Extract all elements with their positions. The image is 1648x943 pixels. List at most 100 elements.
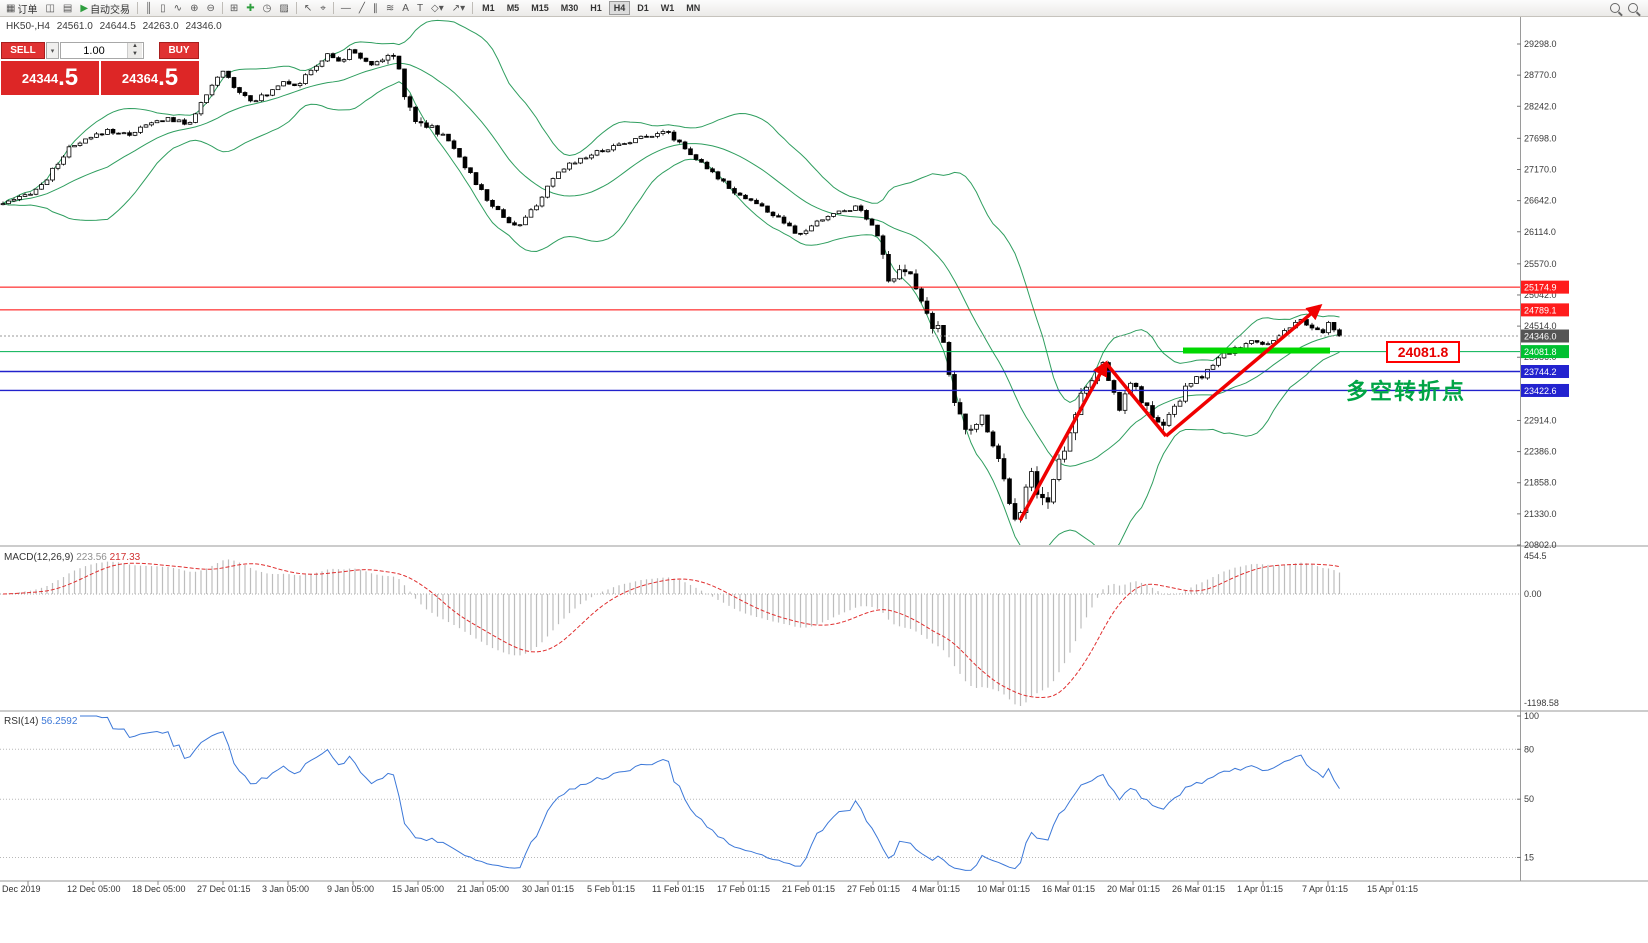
- svg-text:454.5: 454.5: [1524, 551, 1547, 561]
- tile-windows-icon: ⊞: [229, 2, 239, 14]
- svg-text:5 Feb 01:15: 5 Feb 01:15: [587, 884, 635, 894]
- symbol-ohlc-readout: HK50-,H4 24561.0 24644.5 24263.0 24346.0: [6, 21, 226, 32]
- svg-text:25042.0: 25042.0: [1524, 290, 1557, 300]
- timeframe-h4-button[interactable]: H4: [608, 1, 631, 15]
- svg-text:21 Jan 05:00: 21 Jan 05:00: [457, 884, 509, 894]
- svg-text:10 Mar 01:15: 10 Mar 01:15: [977, 884, 1030, 894]
- arrows-icon: ↗▾: [451, 2, 466, 14]
- toolbar-separator: [137, 2, 139, 14]
- hline-button[interactable]: —: [337, 0, 355, 17]
- magnifier-icon[interactable]: [1628, 3, 1638, 13]
- new-order-button[interactable]: ▦ 订单: [2, 0, 41, 17]
- fibonacci-icon: ≋: [385, 2, 395, 14]
- lot-decrease-button[interactable]: ▼: [128, 50, 142, 58]
- timeframe-m30-button[interactable]: M30: [560, 3, 579, 13]
- svg-text:7 Apr 01:15: 7 Apr 01:15: [1302, 884, 1348, 894]
- trendline-icon: ╱: [358, 2, 365, 14]
- level-price-label: 24081.8: [1386, 341, 1460, 363]
- indicators-button[interactable]: ✚: [242, 0, 258, 17]
- sell-button[interactable]: SELL: [1, 42, 45, 59]
- templates-button[interactable]: ▨: [275, 0, 292, 17]
- timeframe-h1-button[interactable]: H1: [590, 3, 602, 13]
- svg-text:9 Jan 05:00: 9 Jan 05:00: [327, 884, 374, 894]
- candlestick-chart-button[interactable]: ▯: [156, 0, 170, 17]
- svg-text:21858.0: 21858.0: [1524, 478, 1557, 488]
- svg-text:16 Mar 01:15: 16 Mar 01:15: [1042, 884, 1095, 894]
- symbol-label: HK50-,H4: [6, 21, 50, 32]
- svg-text:RSI(14) 56.2592: RSI(14) 56.2592: [4, 716, 78, 727]
- svg-text:18 Dec 05:00: 18 Dec 05:00: [132, 884, 186, 894]
- timeframe-mn-button[interactable]: MN: [686, 3, 701, 13]
- svg-text:80: 80: [1524, 744, 1534, 754]
- magnifier-icon[interactable]: [1610, 3, 1620, 13]
- ohlc-high: 24644.5: [99, 21, 136, 32]
- timeframe-buttons: M1 M5 M15 M30 H1 H4 D1 W1 MN: [476, 1, 706, 15]
- svg-text:26642.0: 26642.0: [1524, 196, 1557, 206]
- charts-grid-button[interactable]: ◫: [41, 0, 58, 17]
- timeframe-m15-button[interactable]: M15: [531, 3, 549, 13]
- timeframe-m5-button[interactable]: M5: [506, 3, 520, 13]
- lot-dropdown-button[interactable]: ▾: [46, 42, 59, 59]
- buy-button[interactable]: BUY: [159, 42, 199, 59]
- timeframe-w1-button[interactable]: W1: [660, 3, 675, 13]
- timeframe-d1-button[interactable]: D1: [637, 3, 649, 13]
- bar-chart-button[interactable]: ║: [141, 0, 156, 17]
- tile-windows-button[interactable]: ⊞: [226, 0, 242, 17]
- svg-text:12 Dec 05:00: 12 Dec 05:00: [67, 884, 121, 894]
- svg-text:28770.0: 28770.0: [1524, 70, 1557, 80]
- timeframe-m1-button[interactable]: M1: [482, 3, 495, 13]
- svg-text:21330.0: 21330.0: [1524, 509, 1557, 519]
- zoom-out-icon: ⊖: [206, 2, 215, 14]
- autotrading-button-label: 自动交易: [90, 4, 131, 16]
- crosshair-button[interactable]: ⌖: [316, 0, 330, 17]
- sell-price-button[interactable]: 24344 .5: [1, 61, 99, 95]
- svg-text:25174.9: 25174.9: [1524, 283, 1557, 293]
- svg-text:11 Feb 01:15: 11 Feb 01:15: [652, 884, 704, 894]
- lot-increase-button[interactable]: ▲: [128, 43, 142, 51]
- channel-icon: ∥: [372, 2, 378, 14]
- ask-price-fraction: .5: [158, 64, 179, 91]
- profiles-button[interactable]: ▤: [59, 0, 76, 17]
- svg-text:23422.6: 23422.6: [1524, 386, 1557, 396]
- lot-size-input[interactable]: [61, 43, 127, 58]
- svg-text:21 Feb 01:15: 21 Feb 01:15: [782, 884, 835, 894]
- label-button[interactable]: T: [413, 0, 427, 17]
- toolbar-buttons: ▦ 订单 ◫ ▤ ▶ 自动交易 ║ ▯ ∿ ⊕ ⊖ ⊞ ✚ ◷ ▨ ↖ ⌖ — ╱ ∥ ≋ A T ◇▾ ↗▾: [2, 0, 469, 17]
- svg-text:15 Apr 01:15: 15 Apr 01:15: [1367, 884, 1418, 894]
- cursor-button[interactable]: ↖: [300, 0, 316, 17]
- text-button[interactable]: A: [398, 0, 413, 17]
- bid-price-fraction: .5: [58, 64, 79, 91]
- trendline-button[interactable]: ╱: [355, 0, 369, 17]
- svg-text:Dec 2019: Dec 2019: [2, 884, 41, 894]
- arrows-button[interactable]: ↗▾: [448, 0, 469, 17]
- channel-button[interactable]: ∥: [369, 0, 382, 17]
- svg-text:23744.2: 23744.2: [1524, 367, 1557, 377]
- zoom-in-button[interactable]: ⊕: [186, 0, 202, 17]
- label-icon: T: [416, 2, 424, 14]
- candlestick-chart-icon: ▯: [160, 2, 166, 14]
- periods-button[interactable]: ◷: [259, 0, 276, 17]
- cursor-icon: ↖: [303, 2, 313, 14]
- turning-point-annotation: 多空转折点: [1346, 379, 1467, 404]
- svg-text:1 Apr 01:15: 1 Apr 01:15: [1237, 884, 1283, 894]
- svg-text:20 Mar 01:15: 20 Mar 01:15: [1107, 884, 1160, 894]
- line-chart-button[interactable]: ∿: [170, 0, 186, 17]
- svg-text:4 Mar 01:15: 4 Mar 01:15: [912, 884, 960, 894]
- templates-icon: ▨: [279, 2, 289, 14]
- shapes-button[interactable]: ◇▾: [427, 0, 448, 17]
- one-click-trading-panel: SELL ▾ ▲ ▼ BUY 24344 .5 24364 .5: [1, 42, 199, 95]
- bid-price-main: 24344: [21, 70, 59, 86]
- svg-text:15 Jan 05:00: 15 Jan 05:00: [392, 884, 444, 894]
- zoom-out-button[interactable]: ⊖: [202, 0, 218, 17]
- buy-price-button[interactable]: 24364 .5: [101, 61, 199, 95]
- indicators-icon: ✚: [246, 2, 255, 14]
- text-icon: A: [402, 2, 409, 14]
- svg-text:3 Jan 05:00: 3 Jan 05:00: [262, 884, 309, 894]
- fibonacci-button[interactable]: ≋: [382, 0, 398, 17]
- autotrading-button[interactable]: ▶ 自动交易: [76, 0, 134, 17]
- shapes-icon: ◇▾: [431, 2, 444, 14]
- svg-text:30 Jan 01:15: 30 Jan 01:15: [522, 884, 574, 894]
- toolbar-separator: [332, 2, 334, 14]
- bar-chart-icon: ║: [145, 2, 153, 14]
